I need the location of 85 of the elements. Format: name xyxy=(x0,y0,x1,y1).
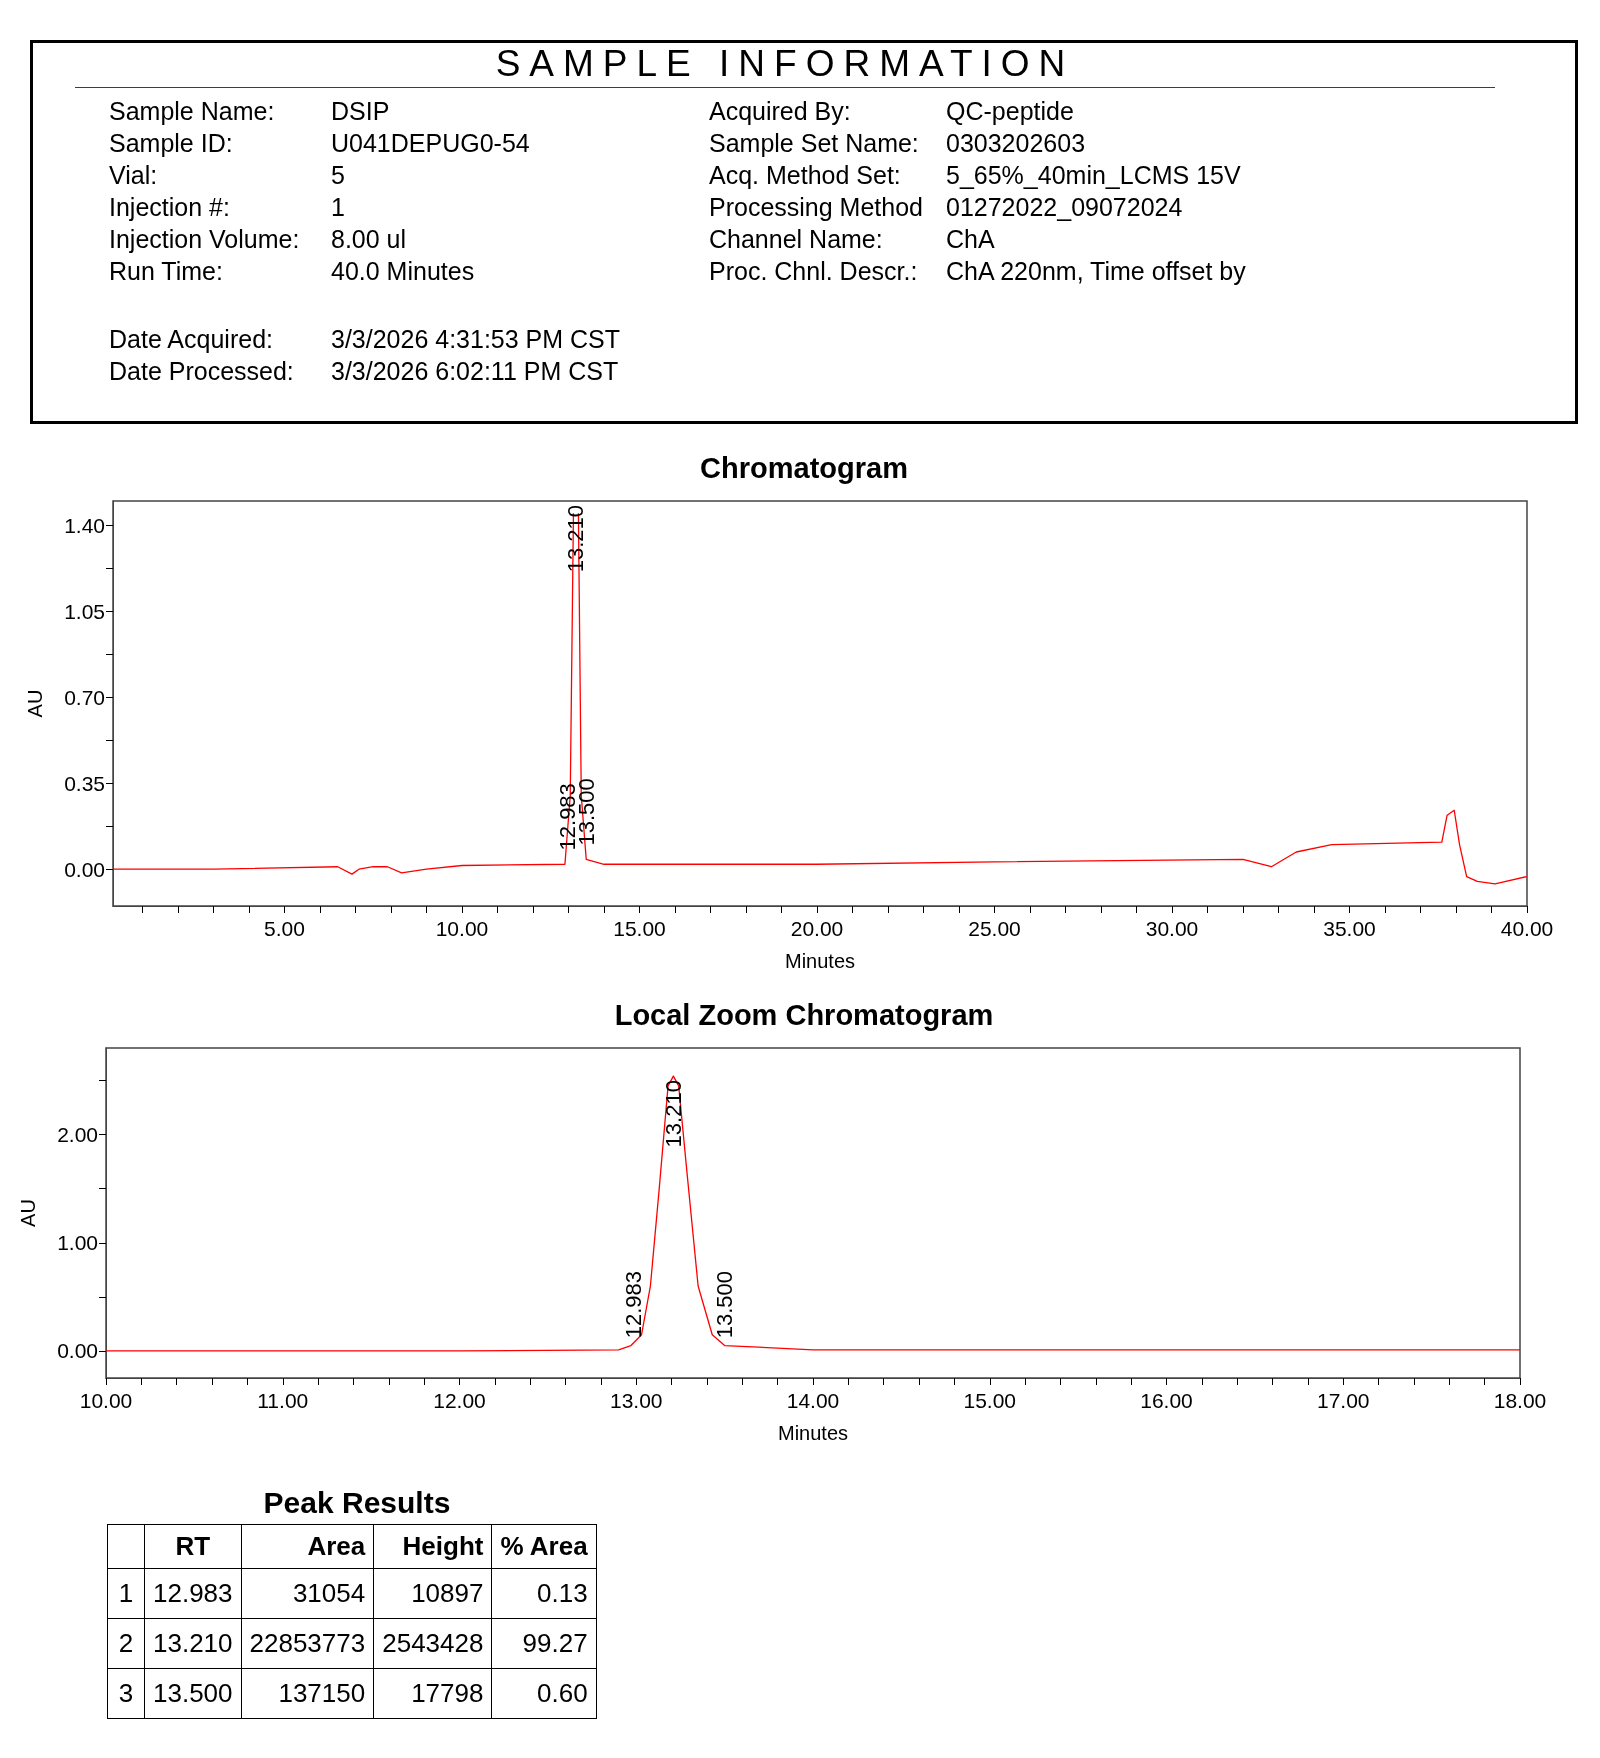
text: 40.0 Minutes xyxy=(331,257,475,286)
text: Injection Volume: xyxy=(109,225,300,254)
text: DSIP xyxy=(331,97,390,126)
data-label: 0.60 xyxy=(491,1668,597,1719)
y-axis-title: AU xyxy=(17,1199,39,1227)
y-tick-label: 0.70 xyxy=(64,685,105,709)
text: 8.00 ul xyxy=(331,225,407,254)
text: Sample Set Name: xyxy=(709,129,919,158)
annotation: 12.983 xyxy=(620,1271,646,1339)
annotation: 13.500 xyxy=(712,1271,738,1339)
data-label: 22853773 xyxy=(241,1618,374,1669)
x-tick-label: 15.00 xyxy=(963,1389,1017,1412)
text: QC-peptide xyxy=(946,97,1074,126)
data-label: 10897 xyxy=(373,1568,492,1619)
x-tick-label: 25.00 xyxy=(968,917,1021,940)
x-tick-label: 10.00 xyxy=(435,917,489,940)
text: Sample Name: xyxy=(109,97,275,126)
chart-title: Chromatogram xyxy=(700,451,908,484)
y-tick-label: 2.00 xyxy=(57,1123,98,1147)
y-tick-label: 1.05 xyxy=(64,599,105,623)
text: 3/3/2026 6:02:11 PM CST xyxy=(331,357,619,386)
text: 3/3/2026 4:31:53 PM CST xyxy=(331,325,621,354)
y-tick-label: 0.35 xyxy=(64,771,105,795)
text: ChA 220nm, Time offset by xyxy=(946,257,1246,286)
x-tick-label: 17.00 xyxy=(1316,1389,1370,1412)
data-label: 17798 xyxy=(373,1668,492,1719)
x-tick-label: 15.00 xyxy=(613,917,666,940)
x-axis-title: Minutes xyxy=(784,950,856,972)
x-tick-label: 10.00 xyxy=(79,1389,133,1412)
text: U041DEPUG0-54 xyxy=(331,129,530,158)
x-tick-label: 12.00 xyxy=(433,1389,486,1412)
text: 01272022_09072024 xyxy=(946,193,1183,222)
text: Vial: xyxy=(109,161,158,190)
legend-label: % Area xyxy=(491,1524,597,1569)
data-label: 2543428 xyxy=(373,1618,492,1669)
text: Date Processed: xyxy=(109,357,294,386)
text: Channel Name: xyxy=(709,225,883,254)
line-series xyxy=(105,1075,1521,1352)
text: Acquired By: xyxy=(709,97,851,126)
text: SAMPLE INFORMATION xyxy=(75,43,1495,88)
x-tick-label: 13.00 xyxy=(609,1389,663,1412)
text: 0303202603 xyxy=(946,129,1086,158)
text: Acq. Method Set: xyxy=(709,161,901,190)
text: Processing Method xyxy=(709,193,924,222)
text: Injection #: xyxy=(109,193,230,222)
x-axis-title: Minutes xyxy=(777,1422,849,1444)
data-label: 137150 xyxy=(241,1668,374,1719)
text: Date Acquired: xyxy=(109,325,273,354)
x-tick-label: 16.00 xyxy=(1140,1389,1193,1412)
x-tick-label: 30.00 xyxy=(1145,917,1199,940)
x-tick-label: 11.00 xyxy=(257,1389,309,1412)
x-tick-label: 5.00 xyxy=(264,917,305,940)
category-label: 3 xyxy=(107,1668,145,1719)
data-label: 13.210 xyxy=(144,1618,242,1669)
y-tick-label: 1.00 xyxy=(57,1231,98,1255)
data-label: 13.500 xyxy=(144,1668,242,1719)
category-label: 1 xyxy=(107,1568,145,1619)
x-tick-label: 40.00 xyxy=(1500,917,1554,940)
x-tick-label: 18.00 xyxy=(1493,1389,1547,1412)
data-label: 31054 xyxy=(241,1568,374,1619)
category-label: 2 xyxy=(107,1618,145,1669)
chart-title: Local Zoom Chromatogram xyxy=(614,998,994,1031)
text: Run Time: xyxy=(109,257,223,286)
text: 5_65%_40min_LCMS 15V xyxy=(946,161,1241,190)
x-tick-label: 35.00 xyxy=(1323,917,1376,940)
annotation: 13.210 xyxy=(660,1080,686,1148)
text: ChA xyxy=(946,225,995,254)
data-label: 12.983 xyxy=(144,1568,242,1619)
y-tick-label: 0.00 xyxy=(57,1339,98,1363)
data-label: 99.27 xyxy=(491,1618,597,1669)
y-tick-label: 1.40 xyxy=(64,514,105,538)
text: Proc. Chnl. Descr.: xyxy=(709,257,918,286)
legend-label: RT xyxy=(144,1524,242,1569)
text: 5 xyxy=(331,161,345,190)
text: Height xyxy=(373,1524,492,1569)
x-tick-label: 20.00 xyxy=(790,917,844,940)
text: Peak Results xyxy=(262,1486,452,1520)
text: Sample ID: xyxy=(109,129,233,158)
data-label: 0.13 xyxy=(491,1568,597,1619)
y-tick-label: 0.00 xyxy=(64,857,105,881)
y-axis-title: AU xyxy=(24,689,46,718)
text: Area xyxy=(241,1524,374,1569)
annotation: 13.210 xyxy=(563,505,589,573)
text: 1 xyxy=(331,193,345,222)
x-tick-label: 14.00 xyxy=(786,1389,840,1412)
